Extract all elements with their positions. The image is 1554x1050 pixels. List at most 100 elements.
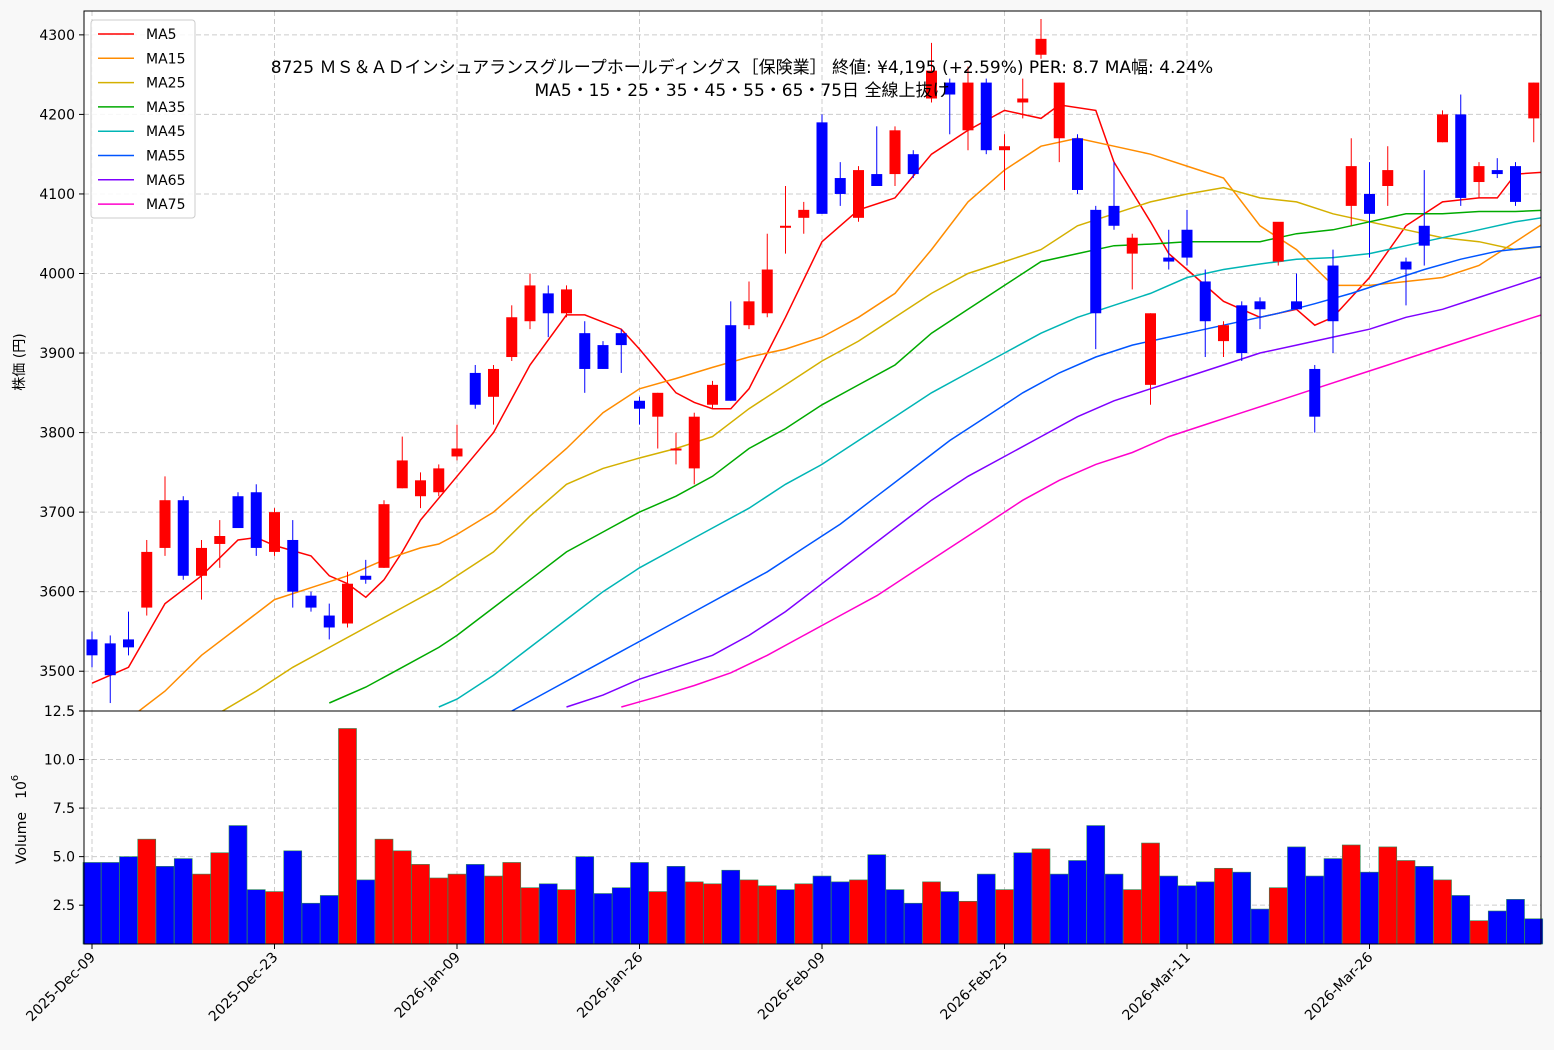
candle-body (889, 130, 901, 175)
volume-bar (776, 889, 795, 945)
candle-body (433, 468, 445, 493)
volume-bar (1268, 887, 1288, 945)
candle-body (816, 122, 828, 214)
volume-bar (465, 864, 485, 945)
volume-bar (1305, 875, 1325, 945)
price-tick-label: 4300 (39, 28, 75, 44)
ma-line-ma75 (621, 314, 1541, 708)
volume-bar (1195, 881, 1215, 945)
candle-body (360, 575, 372, 580)
candle-body (999, 146, 1010, 151)
candle-body (232, 496, 244, 529)
volume-bars (82, 728, 1544, 945)
candle-body (1345, 166, 1357, 206)
candle-body (1254, 301, 1266, 310)
volume-axis-ticks: 2.5 5.0 7.5 10.0 12.5 (44, 704, 84, 914)
candle-body (378, 504, 390, 568)
candle-body (1272, 221, 1284, 262)
volume-bar (575, 856, 595, 945)
volume-bar (1487, 910, 1507, 945)
candle-body (1126, 237, 1138, 254)
candle-body (743, 301, 755, 326)
candle-body (469, 372, 481, 405)
candle-body (1163, 257, 1175, 262)
candle-body (926, 70, 937, 99)
candle-body (1418, 225, 1430, 246)
candle-body (196, 547, 207, 576)
volume-bar (922, 881, 941, 945)
candle-body (798, 209, 810, 218)
volume-bar (557, 889, 576, 945)
volume-bar (593, 893, 613, 945)
candle-body (342, 583, 353, 624)
volume-unit-exponent: 6 (10, 775, 21, 781)
price-tick-label: 4000 (39, 267, 75, 283)
volume-bar (630, 862, 649, 945)
volume-bar (794, 883, 814, 945)
candle-body (1145, 313, 1156, 385)
candle-body (1491, 170, 1503, 175)
volume-bar (338, 728, 357, 945)
candle-body (1035, 38, 1047, 55)
candle-body (1072, 138, 1083, 190)
candle-body (1053, 82, 1065, 139)
ma-line-ma65 (566, 276, 1541, 708)
volume-axis-label: Volume (14, 812, 30, 864)
price-tick-label: 3800 (39, 426, 75, 442)
moving-average-lines (91, 104, 1541, 711)
candle-body (1382, 170, 1394, 186)
volume-bar (1177, 885, 1197, 945)
volume-bar (739, 879, 759, 945)
volume-tick-label: 5.0 (53, 850, 75, 866)
candle-body (86, 639, 98, 656)
volume-bar (812, 875, 832, 945)
candle-body (177, 500, 189, 576)
candle-body (1364, 193, 1375, 214)
ma-line-ma55 (511, 245, 1541, 711)
candle-body (1090, 209, 1102, 314)
volume-bar (100, 862, 120, 945)
price-tick-label: 3600 (39, 585, 75, 601)
volume-tick-label: 7.5 (53, 801, 75, 817)
volume-tick-label: 12.5 (44, 704, 75, 720)
legend-label-ma45: MA45 (146, 124, 185, 140)
volume-bar (1068, 860, 1087, 945)
volume-bar (155, 866, 175, 945)
volume-bar (1159, 875, 1179, 945)
candle-body (524, 285, 536, 322)
volume-bar (1049, 873, 1069, 945)
volume-bar (703, 883, 722, 945)
volume-bar (1122, 889, 1142, 945)
candle-body (269, 512, 280, 552)
candle-body (451, 448, 463, 457)
volume-bar (1360, 871, 1379, 945)
volume-bar (721, 869, 741, 945)
volume-bar (210, 852, 230, 945)
candle-body (1437, 114, 1448, 143)
volume-bar (1141, 842, 1160, 945)
volume-bar (1013, 852, 1033, 945)
chart-title-line2: MA5・15・25・35・45・55・65・75日 全線上抜け (535, 81, 950, 101)
volume-bar (429, 877, 449, 945)
volume-bar (885, 889, 905, 945)
legend-label-ma5: MA5 (146, 27, 177, 43)
volume-bar (1524, 918, 1544, 945)
legend: MA5 MA15 MA25 MA35 MA45 MA55 MA65 MA75 (90, 19, 196, 219)
candle-body (1236, 305, 1248, 354)
candle-body (214, 536, 226, 544)
candle-body (506, 317, 518, 358)
volume-bar (228, 825, 248, 945)
candle-body (944, 82, 956, 95)
price-tick-label: 4100 (39, 187, 75, 203)
candle-body (305, 595, 317, 608)
volume-bar (648, 891, 668, 945)
volume-bar (301, 902, 321, 945)
volume-bar (356, 879, 376, 945)
candlesticks (86, 18, 1540, 704)
legend-label-ma35: MA35 (146, 100, 185, 116)
volume-bar (1506, 899, 1525, 945)
candle-body (1309, 368, 1321, 417)
volume-bar (484, 875, 503, 945)
volume-bar (1323, 858, 1343, 945)
